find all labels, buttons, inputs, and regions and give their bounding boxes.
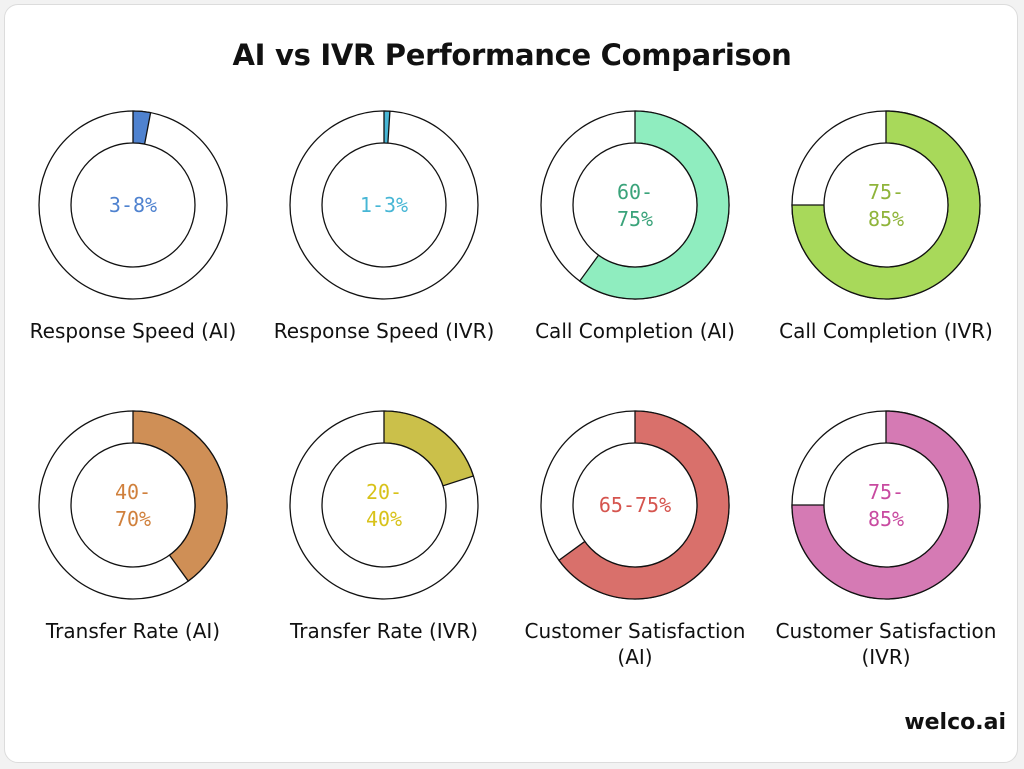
donut-inner-hole [823, 142, 949, 268]
donut-call-completion-ai: 60-75% [540, 110, 730, 300]
donut-value-label: 65-75% [599, 493, 671, 517]
donut-category-label: Customer Satisfaction (AI) [524, 619, 746, 669]
donut-response-speed-ai: 3-8% [38, 110, 228, 300]
donut-category-label: Response Speed (IVR) [273, 319, 495, 343]
donut-inner-hole [572, 442, 698, 568]
donut-transfer-rate-ivr: 20-40% [289, 410, 479, 600]
donut-category-label: Transfer Rate (AI) [45, 619, 221, 643]
donut-inner-hole [823, 442, 949, 568]
donut-inner-hole [70, 442, 196, 568]
donut-value-label: 3-8% [109, 193, 157, 217]
donut-value-label: 75-85% [868, 180, 904, 231]
donut-customer-satisfaction-ivr: 75-85% [791, 410, 981, 600]
brand-logo: welco.ai [904, 710, 1006, 735]
donut-category-label: Response Speed (AI) [29, 319, 237, 343]
donut-category-label: Customer Satisfaction (IVR) [775, 619, 997, 669]
donut-value-label: 60-75% [617, 180, 653, 231]
donut-value-label: 40-70% [115, 480, 151, 531]
donut-category-label: Transfer Rate (IVR) [289, 619, 479, 643]
donut-category-label: Call Completion (IVR) [779, 319, 993, 343]
donut-call-completion-ivr: 75-85% [791, 110, 981, 300]
donut-inner-hole [321, 442, 447, 568]
donut-value-label: 20-40% [366, 480, 402, 531]
donut-category-label: Call Completion (AI) [535, 319, 735, 343]
donut-value-label: 1-3% [360, 193, 408, 217]
donut-inner-hole [572, 142, 698, 268]
donut-customer-satisfaction-ai: 65-75% [540, 410, 730, 600]
donut-inner-hole [321, 142, 447, 268]
donut-value-label: 75-85% [868, 480, 904, 531]
donut-inner-hole [70, 142, 196, 268]
donut-response-speed-ivr: 1-3% [289, 110, 479, 300]
chart-title: AI vs IVR Performance Comparison [232, 38, 792, 72]
donut-transfer-rate-ai: 40-70% [38, 410, 228, 600]
